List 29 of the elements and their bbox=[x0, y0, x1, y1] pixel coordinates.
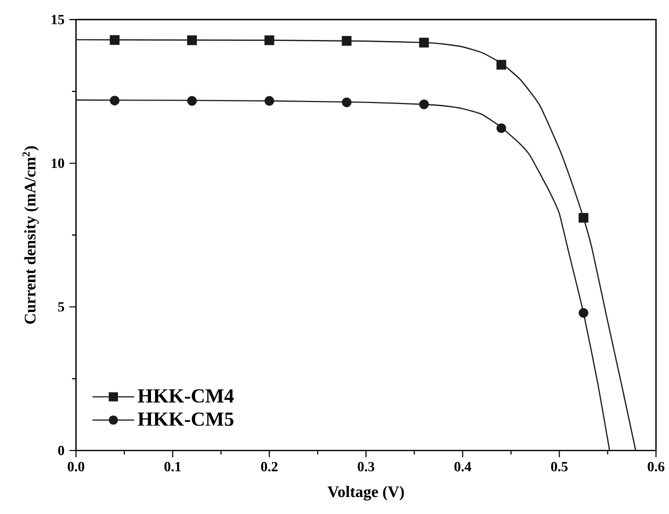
point bbox=[264, 96, 274, 106]
x-tick-label: 0.0 bbox=[68, 462, 84, 472]
x-tick-label: 0.1 bbox=[164, 462, 181, 472]
x-tick-label: 0.6 bbox=[648, 462, 664, 472]
y-axis-title: Current density (mA/cm$^{2}$) bbox=[22, 146, 39, 324]
legend-label: HKK-CM4 bbox=[138, 389, 234, 403]
point bbox=[110, 35, 120, 45]
y-tick-label: 5 bbox=[58, 302, 64, 312]
x-tick-label: 0.2 bbox=[261, 462, 278, 472]
point bbox=[187, 96, 197, 106]
point bbox=[342, 97, 352, 108]
y-tick-label: 0 bbox=[58, 446, 64, 456]
point bbox=[496, 60, 506, 70]
x-tick-label: 0.4 bbox=[454, 462, 472, 472]
point bbox=[342, 36, 352, 46]
x-axis-title: Voltage (V) bbox=[328, 486, 404, 501]
y-tick-label: 15 bbox=[52, 14, 64, 24]
x-tick-label: 0.5 bbox=[551, 462, 568, 472]
point bbox=[419, 38, 429, 48]
point bbox=[264, 35, 274, 46]
point bbox=[419, 99, 429, 110]
point bbox=[578, 212, 588, 223]
point bbox=[578, 308, 588, 318]
point bbox=[187, 35, 197, 46]
x-tick-label: 0.3 bbox=[358, 462, 374, 472]
y-tick-label: 10 bbox=[52, 158, 64, 168]
point bbox=[496, 123, 506, 134]
legend-label: HKK-CM5 bbox=[138, 412, 234, 426]
point bbox=[110, 96, 120, 106]
